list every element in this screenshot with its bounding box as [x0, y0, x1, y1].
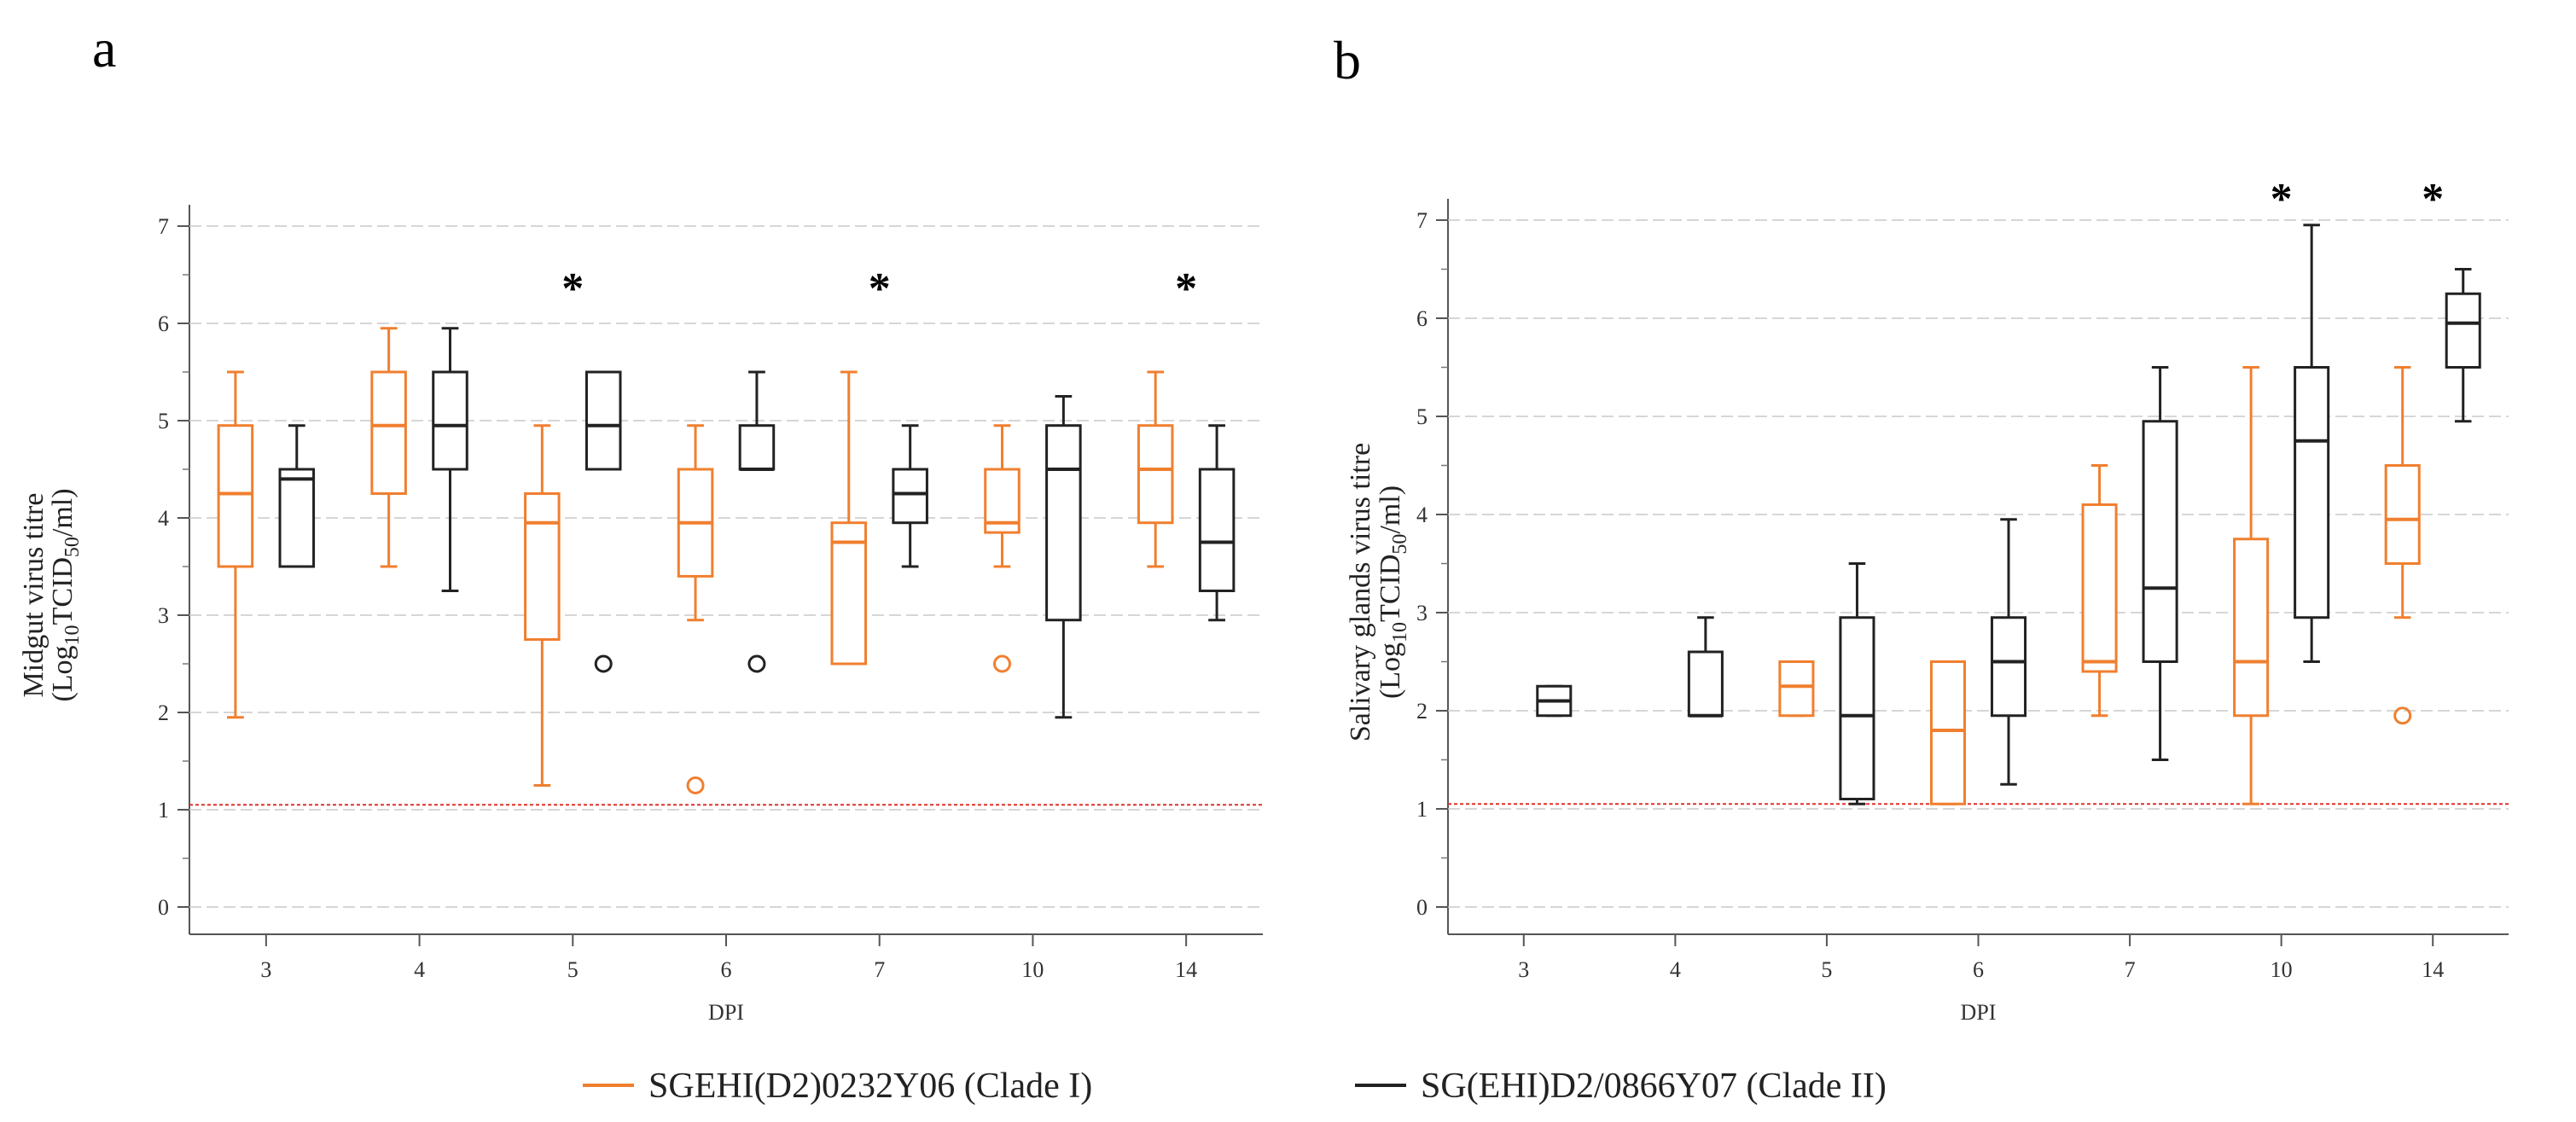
panel-b-chart: 0 1 2 3 4 5 6 7 3 4 5 6 7 10 14 DPI Salivary glands viru…	[1345, 175, 2509, 1025]
box-clade-1	[2384, 464, 2421, 565]
significance-star: *	[2422, 175, 2444, 224]
x-tick-label: 3	[1518, 957, 1529, 982]
x-tick-label: 14	[1175, 957, 1197, 982]
box-clade-2	[1990, 616, 2027, 718]
y-tick-label: 4	[158, 506, 169, 531]
y-tick-label: 1	[158, 798, 169, 823]
box-clade-2	[2294, 366, 2330, 619]
significance-star: *	[2271, 175, 2293, 224]
box-clade-2	[584, 370, 622, 471]
box-clade-2	[892, 468, 928, 525]
x-tick-label: 5	[567, 957, 579, 982]
box-clade-2	[278, 468, 316, 568]
x-tick-label: 7	[874, 957, 885, 982]
y-tick-label: 3	[158, 603, 169, 628]
y-tick-label: 6	[1416, 306, 1428, 331]
y-tick-label: 3	[1416, 601, 1428, 625]
box-clade-2	[738, 424, 776, 471]
x-tick-label: 7	[2125, 957, 2136, 982]
box-clade-2	[2445, 292, 2481, 369]
box-clade-1	[1929, 660, 1967, 805]
y-tick-label: 4	[1416, 503, 1428, 527]
y-tick-label: 0	[158, 895, 169, 920]
outlier-point-clade-1	[686, 776, 705, 794]
box-clade-2	[1045, 424, 1082, 622]
y-axis-title: Midgut virus titre	[18, 493, 49, 698]
y-tick-label: 5	[158, 409, 169, 433]
panel-b-letter: b	[1334, 30, 1361, 90]
y-tick-label: 7	[158, 214, 169, 239]
box-clade-1	[217, 424, 254, 568]
outlier-point-clade-1	[992, 654, 1011, 673]
legend-label-clade-2: SG(EHI)D2/0866Y07 (Clade II)	[1421, 1067, 1887, 1106]
x-tick-label: 10	[1021, 957, 1044, 982]
x-tick-label: 6	[1973, 957, 1984, 982]
y-tick-label: 6	[158, 311, 169, 336]
box-clade-2	[1839, 616, 1875, 800]
significance-star: *	[561, 265, 584, 313]
y-axis-unit: (Log10TCID50/ml)	[1375, 485, 1411, 699]
significance-star: *	[1175, 265, 1197, 313]
box-clade-2	[1198, 468, 1236, 592]
y-axis-unit: (Log10TCID50/ml)	[47, 488, 84, 701]
outlier-point-clade-1	[2393, 706, 2412, 725]
panel-a-chart: 0 1 2 3 4 5 6 7 3 4 5 6 7 10 14 DPI Midgut virus titre(L…	[18, 205, 1263, 1025]
legend: SGEHI(D2)0232Y06 (Clade I) SG(EHI)D2/086…	[583, 1067, 1887, 1106]
y-tick-label: 7	[1416, 208, 1428, 233]
y-axis-title: Salivary glands virus titre	[1345, 443, 1376, 741]
outlier-point-clade-2	[594, 654, 613, 673]
box-clade-2	[432, 370, 468, 471]
y-tick-label: 5	[1416, 404, 1428, 429]
outlier-point-clade-2	[747, 654, 766, 673]
x-tick-label: 4	[414, 957, 425, 982]
legend-label-clade-1: SGEHI(D2)0232Y06 (Clade I)	[648, 1067, 1092, 1106]
x-axis-title: DPI	[1961, 1000, 1997, 1025]
box-clade-1	[1778, 660, 1815, 718]
box-clade-2	[2142, 420, 2178, 663]
y-tick-label: 2	[1416, 699, 1428, 724]
box-clade-1	[524, 492, 561, 641]
box-clade-1	[1137, 424, 1174, 525]
y-tick-label: 0	[1416, 895, 1428, 920]
y-tick-label: 2	[158, 701, 169, 725]
x-tick-label: 14	[2422, 957, 2444, 982]
box-clade-1	[370, 370, 407, 495]
significance-star: *	[869, 265, 891, 313]
box-clade-1	[830, 521, 868, 666]
x-tick-label: 10	[2271, 957, 2293, 982]
panel-a-letter: a	[92, 18, 116, 78]
box-clade-2	[1687, 650, 1724, 718]
x-axis-title: DPI	[708, 1000, 744, 1025]
box-clade-1	[2233, 538, 2270, 718]
y-tick-label: 1	[1416, 797, 1428, 822]
x-tick-label: 4	[1670, 957, 1681, 982]
x-tick-label: 3	[260, 957, 271, 982]
x-tick-label: 5	[1821, 957, 1832, 982]
x-tick-label: 6	[721, 957, 732, 982]
box-clade-1	[2081, 503, 2118, 673]
